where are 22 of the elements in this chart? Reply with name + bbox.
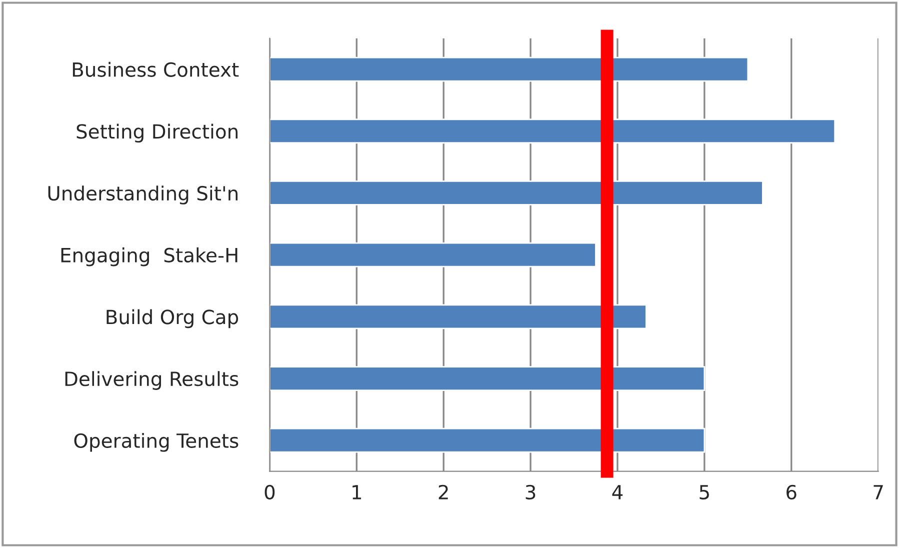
- y-tick-label: Delivering Results: [65, 371, 238, 390]
- bar: [270, 304, 647, 330]
- y-tick-label: Build Org Cap: [106, 309, 238, 328]
- x-tick-label: 3: [526, 484, 536, 500]
- bar: [270, 242, 596, 268]
- bar: [270, 56, 749, 82]
- y-tick-label: Setting Direction: [76, 124, 238, 143]
- bar: [270, 180, 764, 206]
- y-tick-label: Business Context: [72, 62, 239, 77]
- x-tick-label: 5: [700, 485, 709, 500]
- y-tick-label: Understanding Sit'n: [48, 186, 238, 204]
- bar: [270, 366, 706, 391]
- x-tick-label: 1: [352, 485, 362, 500]
- x-tick-label: 7: [874, 485, 883, 500]
- bar: [270, 118, 836, 144]
- x-tick-label: 4: [612, 485, 623, 500]
- x-tick-label: 2: [438, 484, 448, 500]
- x-tick-label: 6: [786, 484, 796, 500]
- bar: [270, 428, 706, 453]
- y-tick-label: Engaging Stake-H: [61, 247, 238, 266]
- y-tick-label: Operating Tenets: [74, 432, 238, 452]
- x-tick-label: 0: [264, 484, 275, 500]
